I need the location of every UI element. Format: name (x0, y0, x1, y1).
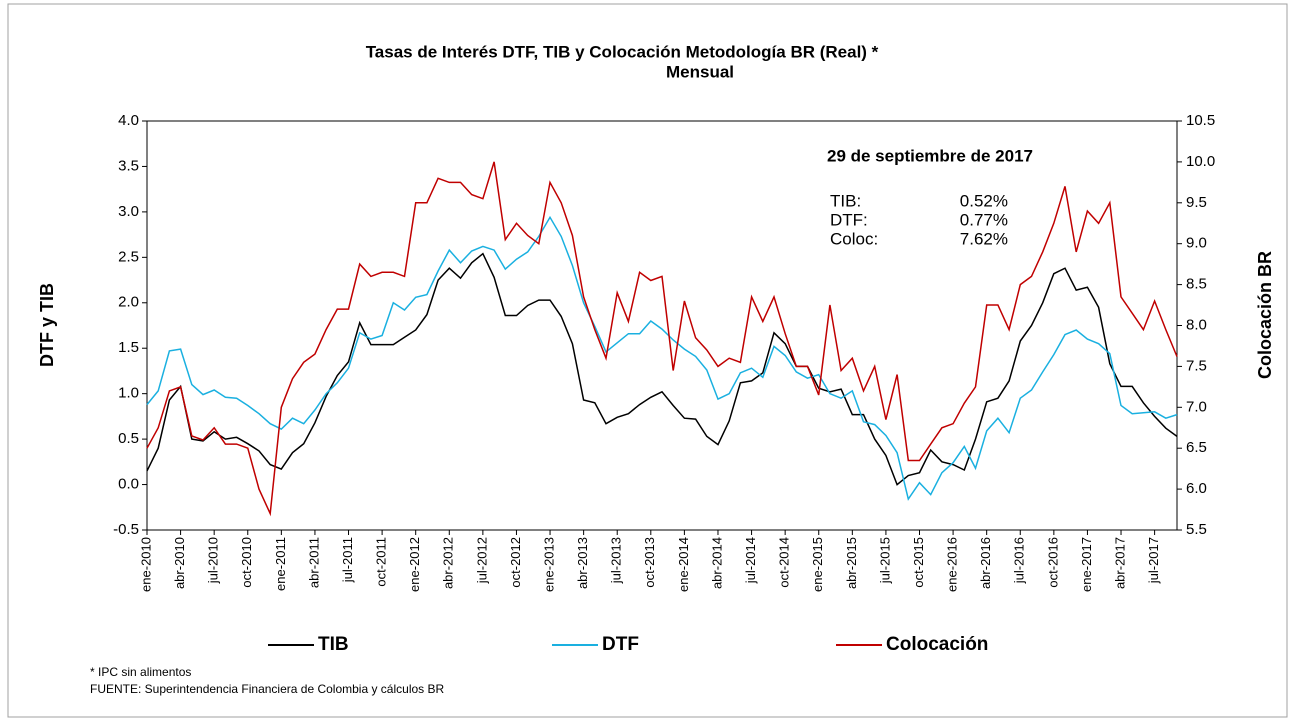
y2-tick-label: 7.0 (1186, 398, 1207, 415)
y2-tick-label: 8.5 (1186, 276, 1207, 293)
chart-subtitle: Mensual (666, 62, 734, 81)
x-tick-label: abr-2015 (844, 537, 859, 589)
x-tick-label: abr-2011 (306, 537, 321, 588)
annotation-value: 0.52% (960, 191, 1008, 210)
x-tick-label: oct-2014 (777, 537, 792, 588)
y-tick-label: 2.5 (118, 248, 139, 265)
annotation-date: 29 de septiembre de 2017 (827, 146, 1033, 165)
plot-area (146, 120, 1178, 531)
y-tick-label: 3.0 (118, 203, 139, 220)
series-line (146, 161, 1178, 517)
x-tick-label: oct-2011 (374, 537, 389, 587)
chart-title: Tasas de Interés DTF, TIB y Colocación M… (366, 42, 879, 61)
x-tick-label: ene-2017 (1079, 537, 1094, 592)
x-tick-label: jul-2015 (877, 537, 892, 584)
x-tick-label: ene-2013 (541, 537, 556, 592)
x-tick-label: oct-2012 (508, 537, 523, 588)
y-tick-label: 0.5 (118, 430, 139, 447)
annotation-label: Coloc: (830, 229, 878, 248)
x-tick-label: oct-2016 (1045, 537, 1060, 588)
annotation-label: DTF: (830, 210, 868, 229)
y2-tick-label: 6.5 (1186, 439, 1207, 456)
x-tick-label: jul-2014 (743, 537, 758, 584)
y-tick-label: 2.0 (118, 294, 139, 311)
series-line (146, 215, 1178, 501)
x-tick-label: oct-2013 (642, 537, 657, 588)
y2-tick-label: 6.0 (1186, 480, 1207, 497)
y2-tick-label: 9.0 (1186, 235, 1207, 252)
frame (7, 3, 1288, 718)
x-tick-label: ene-2011 (273, 537, 288, 591)
y-tick-label: 0.0 (118, 476, 139, 493)
annotation-value: 0.77% (960, 210, 1008, 229)
y2-tick-label: 8.0 (1186, 316, 1207, 333)
legend-label: DTF (602, 634, 639, 655)
x-tick-label: ene-2015 (810, 537, 825, 592)
y2-tick-label: 7.5 (1186, 357, 1207, 374)
footnote: FUENTE: Superintendencia Financiera de C… (90, 682, 444, 696)
x-tick-label: jul-2012 (474, 537, 489, 584)
y2-tick-label: 10.0 (1186, 153, 1215, 170)
y2-axis-label: Colocación BR (1255, 251, 1275, 379)
x-tick-label: abr-2016 (978, 537, 993, 589)
x-tick-label: abr-2017 (1112, 537, 1127, 589)
y-axis-label: DTF y TIB (37, 283, 57, 367)
x-tick-label: abr-2010 (172, 537, 187, 589)
x-tick-label: jul-2016 (1012, 537, 1027, 584)
y-tick-label: 1.0 (118, 385, 139, 402)
y2-tick-label: 5.5 (1186, 521, 1207, 538)
x-tick-label: jul-2011 (340, 537, 355, 583)
y-tick-label: 4.0 (118, 112, 139, 129)
x-tick-label: jul-2017 (1146, 537, 1161, 584)
x-tick-label: abr-2014 (709, 537, 724, 589)
x-tick-label: oct-2015 (911, 537, 926, 588)
annotation-value: 7.62% (960, 229, 1008, 248)
legend-label: TIB (318, 634, 349, 655)
y2-tick-label: 9.5 (1186, 194, 1207, 211)
x-tick-label: ene-2012 (407, 537, 422, 592)
series-line (146, 252, 1178, 486)
x-tick-label: ene-2014 (676, 537, 691, 592)
legend-label: Colocación (886, 634, 988, 655)
y-tick-label: 3.5 (118, 157, 139, 174)
y2-tick-label: 10.5 (1186, 112, 1215, 129)
x-tick-label: jul-2013 (609, 537, 624, 584)
annotation-label: TIB: (830, 191, 861, 210)
x-tick-label: jul-2010 (206, 537, 221, 584)
x-tick-label: ene-2016 (945, 537, 960, 592)
x-tick-label: abr-2013 (575, 537, 590, 589)
y-tick-label: 1.5 (118, 339, 139, 356)
x-tick-label: abr-2012 (441, 537, 456, 589)
y-tick-label: -0.5 (113, 521, 139, 538)
x-tick-label: ene-2010 (138, 537, 153, 592)
x-tick-label: oct-2010 (239, 537, 254, 588)
footnote: * IPC sin alimentos (90, 665, 191, 679)
